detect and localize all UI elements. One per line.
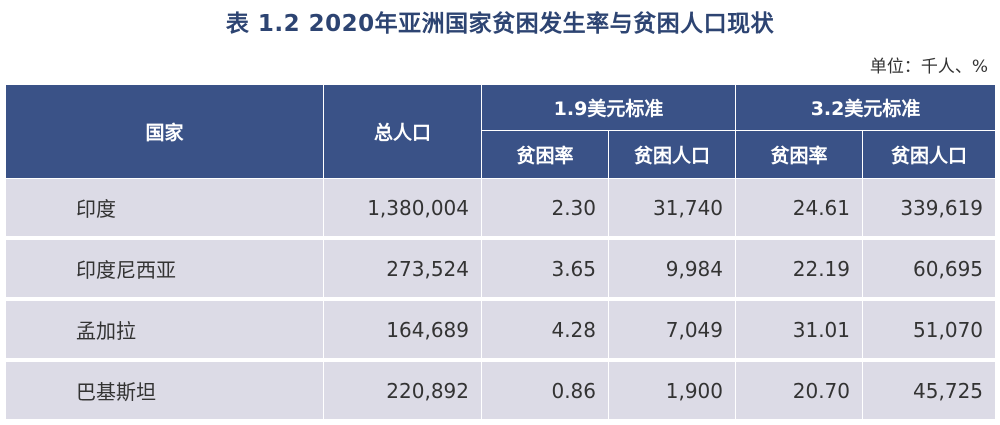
cell-total-population: 164,689 (323, 299, 482, 362)
header-country: 国家 (5, 84, 324, 179)
table-row: 印度 1,380,004 2.30 31,740 24.61 339,619 (5, 178, 997, 240)
cell-total-population: 1,380,004 (323, 178, 482, 240)
cell-total-population: 220,892 (323, 360, 482, 423)
cell-rate-3-2: 22.19 (735, 238, 864, 301)
cell-pop-1-9: 9,984 (607, 238, 737, 301)
table-row: 巴基斯坦 220,892 0.86 1,900 20.70 45,725 (5, 360, 997, 423)
header-pop-1-9: 贫困人口 (607, 130, 737, 179)
cell-rate-1-9: 0.86 (481, 360, 609, 423)
cell-rate-1-9: 3.65 (481, 238, 609, 301)
cell-pop-3-2: 339,619 (862, 178, 997, 240)
table-row: 印度尼西亚 273,524 3.65 9,984 22.19 60,695 (5, 238, 997, 301)
cell-rate-3-2: 20.70 (735, 360, 864, 423)
cell-rate-1-9: 2.30 (481, 178, 609, 240)
cell-pop-3-2: 51,070 (862, 299, 997, 362)
cell-country: 巴基斯坦 (5, 360, 324, 423)
cell-country: 印度尼西亚 (5, 238, 324, 301)
cell-rate-1-9: 4.28 (481, 299, 609, 362)
table-title: 表 1.2 2020年亚洲国家贫困发生率与贫困人口现状 (225, 11, 775, 37)
poverty-table: 国家 总人口 1.9美元标准 3.2美元标准 贫困率 贫困人口 贫困率 贫困人口… (5, 84, 997, 423)
cell-country: 印度 (5, 178, 324, 240)
header-rate-1-9: 贫困率 (481, 130, 609, 179)
unit-note: 单位：千人、% (869, 57, 988, 77)
cell-pop-1-9: 1,900 (607, 360, 737, 423)
cell-pop-1-9: 31,740 (607, 178, 737, 240)
header-standard-1-9: 1.9美元标准 (480, 84, 737, 131)
cell-pop-3-2: 45,725 (862, 360, 997, 423)
header-standard-3-2: 3.2美元标准 (735, 84, 997, 131)
cell-pop-1-9: 7,049 (607, 299, 737, 362)
cell-pop-3-2: 60,695 (862, 238, 997, 301)
header-total-population: 总人口 (323, 84, 482, 179)
cell-country: 孟加拉 (5, 299, 324, 362)
table-row: 孟加拉 164,689 4.28 7,049 31.01 51,070 (5, 299, 997, 362)
cell-rate-3-2: 24.61 (735, 178, 864, 240)
cell-total-population: 273,524 (323, 238, 482, 301)
header-rate-3-2: 贫困率 (735, 130, 864, 179)
header-pop-3-2: 贫困人口 (862, 130, 997, 179)
cell-rate-3-2: 31.01 (735, 299, 864, 362)
